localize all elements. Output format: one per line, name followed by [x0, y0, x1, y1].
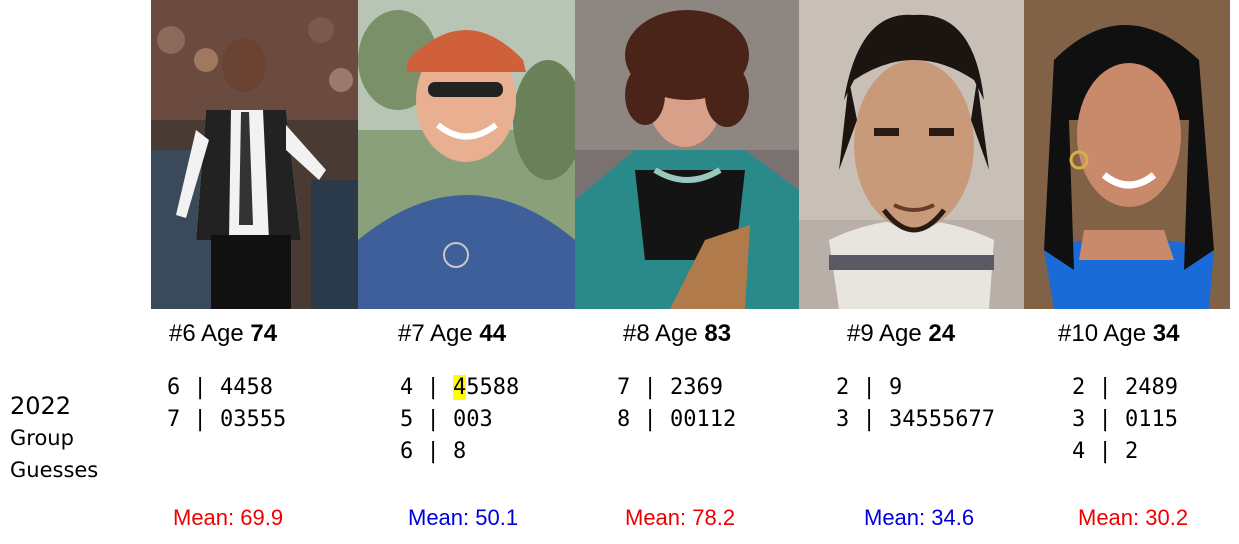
person-card-6: #6 Age 74 6 | 4458 7 | 03555 Mean: 69.9	[151, 0, 358, 544]
person-number: #8	[623, 320, 650, 347]
mean-value-9: Mean: 34.6	[864, 505, 975, 530]
person-card-10: #10 Age 34 2 | 2489 3 | 0115 4 | 2 Mean: 3…	[1024, 0, 1230, 544]
mean-value-7: Mean: 50.1	[408, 505, 519, 530]
mean-value-6: Mean: 69.9	[173, 505, 284, 530]
row-label-guesses: Guesses	[10, 458, 99, 482]
stem-leaf-plot-6: 6 | 4458 7 | 03555	[167, 372, 286, 436]
stem-row: 6 | 4458	[167, 375, 273, 400]
person-caption-6: #6 Age 74	[169, 320, 277, 348]
stem-row: 4 | 45588	[400, 375, 520, 400]
person-age: 34	[1152, 320, 1180, 347]
stem-row: 7 | 2369	[617, 375, 723, 400]
person-photo-7	[358, 0, 575, 309]
mean-value-8: Mean: 78.2	[625, 505, 736, 530]
stem-row: 3 | 34555677	[836, 407, 995, 432]
stem-row: 2 | 2489	[1072, 375, 1178, 400]
person-caption-8: #8 Age 83	[623, 320, 731, 348]
person-photo-9	[799, 0, 1024, 309]
stem-row: 3 | 0115	[1072, 407, 1178, 432]
age-word: Age	[655, 320, 698, 347]
stem-leaf-plot-10: 2 | 2489 3 | 0115 4 | 2	[1072, 372, 1178, 468]
mean-value-10: Mean: 30.2	[1078, 505, 1189, 530]
person-age: 24	[928, 320, 956, 347]
person-card-9: #9 Age 24 2 | 9 3 | 34555677 Mean: 34.6	[799, 0, 1024, 544]
person-age: 74	[250, 320, 278, 347]
person-photo-6	[151, 0, 358, 309]
age-word: Age	[430, 320, 473, 347]
stem-row: 7 | 03555	[167, 407, 287, 432]
person-number: #7	[398, 320, 425, 347]
person-number: #6	[169, 320, 196, 347]
person-card-7: #7 Age 44 4 | 45588 5 | 003 6 | 8 Mean: 50…	[358, 0, 575, 544]
stem-row: 5 | 003	[400, 407, 493, 432]
row-label-year: 2022	[10, 392, 72, 420]
stem-row: 2 | 9	[836, 375, 903, 400]
stem-row: 4 | 2	[1072, 439, 1139, 464]
person-number: #10	[1058, 320, 1099, 347]
highlighted-leaf: 4	[453, 375, 467, 400]
person-caption-10: #10 Age 34	[1058, 320, 1179, 348]
row-label: 2022 Group Guesses	[10, 390, 98, 486]
person-photo-10	[1024, 0, 1230, 309]
stem-leaf-plot-9: 2 | 9 3 | 34555677	[836, 372, 995, 436]
stem-row: 6 | 8	[400, 439, 467, 464]
age-word: Age	[1103, 320, 1147, 347]
age-word: Age	[201, 320, 244, 347]
stem-leaf-plot-8: 7 | 2369 8 | 00112	[617, 372, 736, 436]
row-label-group: Group	[10, 426, 74, 450]
person-card-8: #8 Age 83 7 | 2369 8 | 00112 Mean: 78.2	[575, 0, 799, 544]
person-age: 44	[479, 320, 507, 347]
stem-leaf-plot-7: 4 | 45588 5 | 003 6 | 8	[400, 372, 519, 468]
person-caption-7: #7 Age 44	[398, 320, 506, 348]
person-caption-9: #9 Age 24	[847, 320, 955, 348]
person-number: #9	[847, 320, 874, 347]
person-photo-8	[575, 0, 799, 309]
age-word: Age	[879, 320, 922, 347]
person-age: 83	[704, 320, 732, 347]
stem-row: 8 | 00112	[617, 407, 737, 432]
